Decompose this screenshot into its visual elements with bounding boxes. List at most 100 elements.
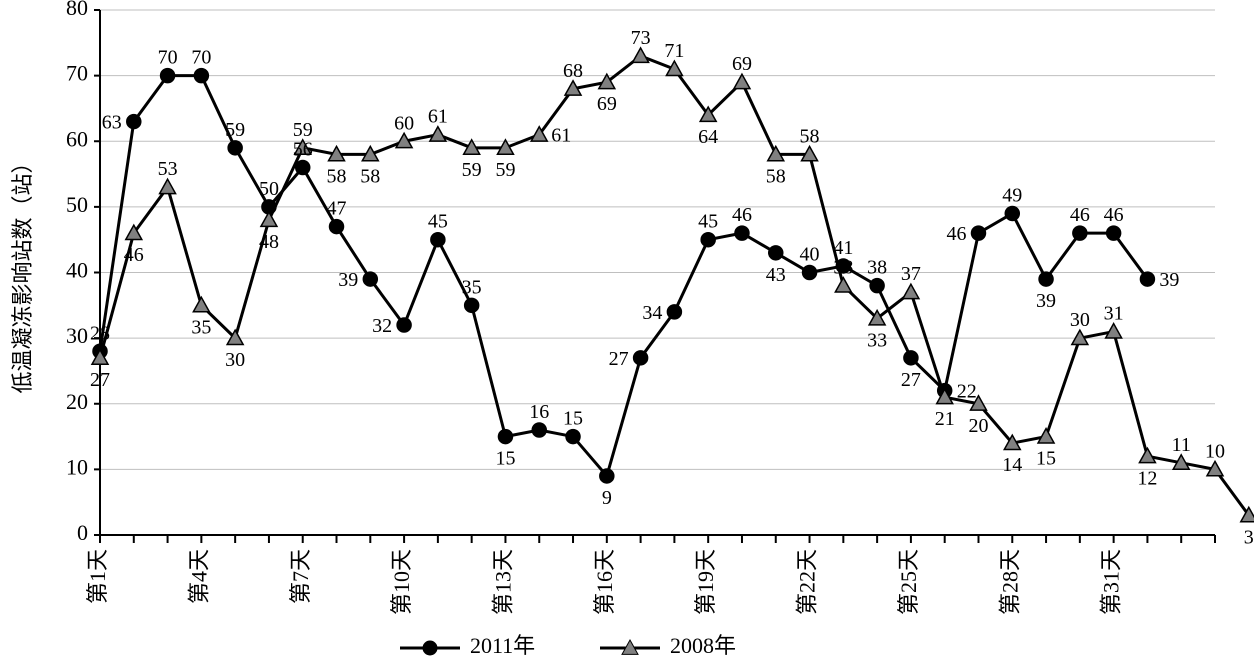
data-label: 27: [609, 348, 629, 370]
marker-circle: [1005, 206, 1019, 220]
data-label: 71: [664, 40, 684, 62]
data-label: 22: [957, 381, 977, 403]
y-tick-label: 50: [66, 192, 88, 217]
data-label: 59: [462, 159, 482, 181]
data-label: 70: [191, 47, 211, 69]
data-label: 50: [259, 178, 279, 200]
marker-circle: [667, 305, 681, 319]
data-label: 37: [901, 263, 921, 285]
data-label: 61: [551, 125, 571, 147]
data-label: 32: [372, 315, 392, 337]
marker-circle: [1140, 272, 1154, 286]
x-tick-label: 第16天: [592, 549, 617, 615]
marker-circle: [532, 423, 546, 437]
data-label: 53: [158, 158, 178, 180]
data-label: 45: [698, 211, 718, 233]
data-label: 64: [698, 126, 718, 148]
y-tick-label: 10: [66, 454, 88, 479]
marker-circle: [735, 226, 749, 240]
x-tick-label: 第4天: [186, 549, 211, 604]
marker-circle: [701, 233, 715, 247]
marker-circle: [870, 279, 884, 293]
legend-label: 2008年: [670, 633, 736, 658]
y-tick-label: 30: [66, 323, 88, 348]
data-label: 45: [428, 211, 448, 233]
data-label: 46: [1070, 204, 1090, 226]
data-label: 35: [462, 276, 482, 298]
marker-circle: [904, 351, 918, 365]
data-label: 46: [124, 244, 144, 266]
marker-circle: [971, 226, 985, 240]
data-label: 34: [642, 302, 662, 324]
data-label: 20: [968, 415, 988, 437]
data-label: 63: [102, 112, 122, 134]
legend-label: 2011年: [470, 633, 535, 658]
y-tick-label: 20: [66, 389, 88, 414]
marker-circle: [296, 161, 310, 175]
marker-circle: [397, 318, 411, 332]
marker-circle: [634, 351, 648, 365]
marker-circle: [566, 430, 580, 444]
data-label: 14: [1002, 454, 1022, 476]
data-label: 49: [1002, 184, 1022, 206]
data-label: 56: [293, 139, 313, 161]
marker-circle: [127, 115, 141, 129]
y-tick-label: 80: [66, 0, 88, 20]
chart-container: 01020304050607080低温凝冻影响站数（站）第1天第4天第7天第10…: [0, 0, 1254, 672]
data-label: 39: [338, 269, 358, 291]
data-label: 15: [563, 408, 583, 430]
marker-circle: [498, 430, 512, 444]
data-label: 59: [293, 119, 313, 141]
data-label: 68: [563, 60, 583, 82]
marker-circle: [769, 246, 783, 260]
data-label: 58: [766, 165, 786, 187]
y-tick-label: 40: [66, 258, 88, 283]
y-tick-label: 60: [66, 126, 88, 151]
data-label: 39: [1036, 290, 1056, 312]
x-tick-label: 第28天: [997, 549, 1022, 615]
data-label: 46: [1104, 204, 1124, 226]
x-tick-label: 第22天: [795, 549, 820, 615]
data-label: 59: [225, 119, 245, 141]
x-tick-label: 第31天: [1099, 549, 1124, 615]
data-label: 73: [631, 27, 651, 49]
marker-circle: [1039, 272, 1053, 286]
data-label: 48: [259, 231, 279, 253]
data-label: 40: [800, 244, 820, 266]
y-tick-label: 70: [66, 61, 88, 86]
marker-circle: [465, 298, 479, 312]
marker-circle: [330, 220, 344, 234]
legend-marker-circle: [423, 641, 437, 655]
data-label: 43: [766, 264, 786, 286]
line-chart: 01020304050607080低温凝冻影响站数（站）第1天第4天第7天第10…: [0, 0, 1254, 672]
data-label: 16: [529, 401, 549, 423]
data-label: 38: [833, 257, 853, 279]
x-tick-label: 第7天: [288, 549, 313, 604]
data-label: 35: [191, 316, 211, 338]
x-tick-label: 第19天: [693, 549, 718, 615]
x-tick-label: 第25天: [896, 549, 921, 615]
y-axis-title: 低温凝冻影响站数（站）: [10, 151, 35, 393]
data-label: 3: [1244, 526, 1254, 548]
x-tick-label: 第13天: [491, 549, 516, 615]
data-label: 69: [597, 93, 617, 115]
data-label: 69: [732, 53, 752, 75]
marker-circle: [1107, 226, 1121, 240]
data-label: 46: [946, 223, 966, 245]
marker-circle: [194, 69, 208, 83]
x-tick-label: 第10天: [389, 549, 414, 615]
data-label: 59: [495, 159, 515, 181]
marker-circle: [431, 233, 445, 247]
data-label: 58: [360, 165, 380, 187]
data-label: 61: [428, 106, 448, 128]
data-label: 30: [225, 349, 245, 371]
data-label: 46: [732, 204, 752, 226]
data-label: 39: [1159, 269, 1179, 291]
marker-circle: [363, 272, 377, 286]
data-label: 38: [867, 257, 887, 279]
data-label: 70: [158, 47, 178, 69]
data-label: 60: [394, 112, 414, 134]
y-tick-label: 0: [77, 520, 88, 545]
data-label: 30: [1070, 309, 1090, 331]
data-label: 12: [1137, 467, 1157, 489]
